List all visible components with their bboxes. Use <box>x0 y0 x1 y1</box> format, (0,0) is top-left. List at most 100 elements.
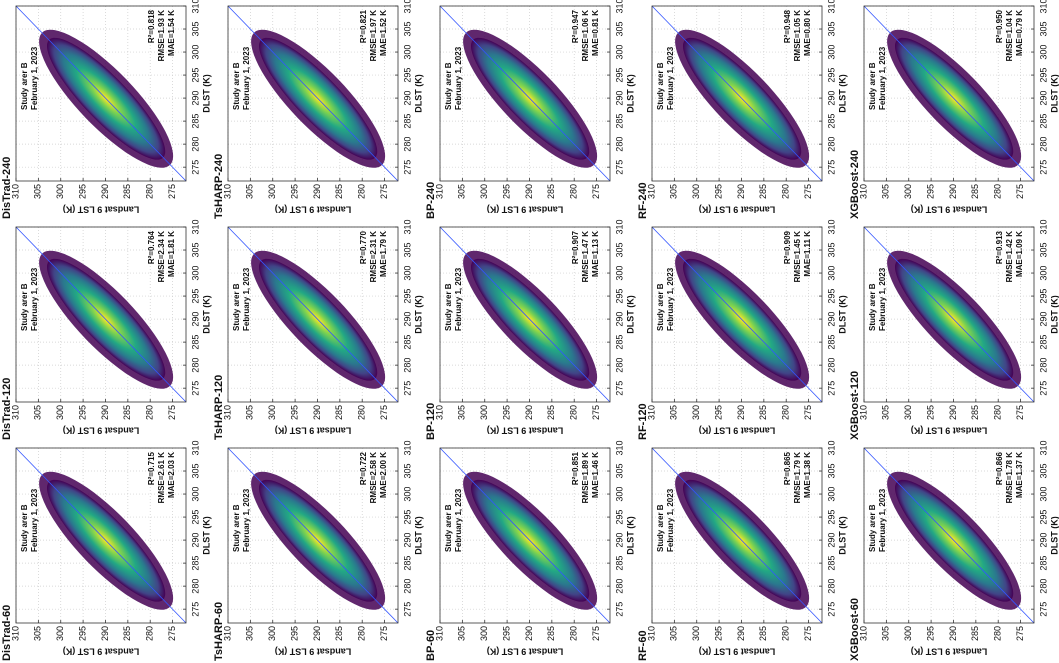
y-tick-label: 280 <box>357 626 367 641</box>
x-tick-label: 290 <box>1038 312 1048 327</box>
y-tick-label: 305 <box>245 184 255 199</box>
x-axis-label: DLST (K) <box>201 74 211 113</box>
x-tick-label: 285 <box>1038 114 1048 129</box>
x-tick-label: 285 <box>190 114 200 129</box>
stat-label: RMSE=1.79 K <box>793 452 802 504</box>
stat-label: R²=0.818 <box>147 9 156 43</box>
annotation: Study arer B <box>868 504 877 552</box>
y-tick-label: 305 <box>669 626 679 641</box>
y-tick-label: 310 <box>10 405 20 420</box>
x-tick-label: 275 <box>402 602 412 617</box>
annotation: February 1, 2023 <box>30 488 39 552</box>
stat-label: MAE=1.09 K <box>1015 231 1024 277</box>
y-tick-label: 305 <box>457 405 467 420</box>
y-tick-label: 300 <box>479 626 489 641</box>
stat-label: RMSE=1.04 K <box>1005 10 1014 62</box>
annotation: February 1, 2023 <box>242 267 251 331</box>
x-tick-label: 290 <box>190 312 200 327</box>
panel-title: BP-60 <box>425 630 437 661</box>
x-tick-label: 310 <box>402 0 412 14</box>
y-tick-label: 280 <box>993 405 1003 420</box>
panel-title: XGBoost-120 <box>849 371 861 440</box>
y-tick-label: 300 <box>267 626 277 641</box>
y-tick-label: 280 <box>781 626 791 641</box>
x-tick-label: 310 <box>190 219 200 234</box>
y-tick-label: 305 <box>881 184 891 199</box>
stat-label: MAE=1.13 K <box>591 231 600 277</box>
y-tick-label: 275 <box>803 626 813 641</box>
x-axis-label: DLST (K) <box>413 74 423 113</box>
y-tick-label: 290 <box>736 405 746 420</box>
y-tick-label: 295 <box>713 184 723 199</box>
one-to-one-line <box>439 5 611 182</box>
stat-label: MAE=2.03 K <box>167 452 176 498</box>
stat-label: RMSE=1.05 K <box>793 10 802 62</box>
stat-label: R²=0.913 <box>995 230 1004 264</box>
y-tick-label: 310 <box>858 405 868 420</box>
x-tick-label: 280 <box>614 358 624 373</box>
x-tick-label: 285 <box>1038 556 1048 571</box>
y-tick-label: 280 <box>781 405 791 420</box>
x-tick-label: 290 <box>614 533 624 548</box>
x-tick-label: 275 <box>190 602 200 617</box>
panel-title: RF-240 <box>637 182 649 219</box>
panel: RF-60 275 280 285 290 295 300 305 310 275 280 285 29… <box>637 440 847 661</box>
x-tick-label: 280 <box>826 579 836 594</box>
y-tick-label: 285 <box>970 184 980 199</box>
y-tick-label: 310 <box>646 405 656 420</box>
x-axis-label: DLST (K) <box>837 295 847 334</box>
annotation: Study arer B <box>444 504 453 552</box>
y-tick-label: 290 <box>948 405 958 420</box>
y-tick-label: 305 <box>669 184 679 199</box>
x-tick-label: 275 <box>190 381 200 396</box>
x-tick-label: 280 <box>826 137 836 152</box>
y-tick-label: 305 <box>33 184 43 199</box>
x-tick-label: 290 <box>614 312 624 327</box>
axes-frame <box>651 447 823 624</box>
x-tick-label: 300 <box>826 45 836 60</box>
y-tick-label: 285 <box>334 626 344 641</box>
one-to-one-line <box>15 226 187 403</box>
y-tick-label: 275 <box>591 626 601 641</box>
panel-title: BP-240 <box>425 182 437 219</box>
x-axis-label: DLST (K) <box>201 516 211 555</box>
y-tick-label: 305 <box>457 626 467 641</box>
y-tick-label: 300 <box>691 405 701 420</box>
y-axis-label: Landsat 9 LST (K) <box>63 647 140 657</box>
y-tick-label: 290 <box>948 184 958 199</box>
axes-frame <box>15 447 187 624</box>
x-tick-label: 290 <box>402 91 412 106</box>
y-tick-label: 290 <box>312 184 322 199</box>
y-tick-label: 310 <box>646 626 656 641</box>
panel: RF-120 275 280 285 290 295 300 305 310 275 280 285 2… <box>637 219 847 440</box>
x-tick-label: 290 <box>1038 91 1048 106</box>
stat-label: R²=0.851 <box>571 451 580 485</box>
stat-label: RMSE=1.42 K <box>1005 231 1014 283</box>
panel: DisTrad-240 275 280 285 290 295 300 305 310 275 28… <box>1 0 211 219</box>
x-tick-label: 300 <box>402 487 412 502</box>
x-tick-label: 300 <box>614 45 624 60</box>
x-tick-label: 295 <box>190 289 200 304</box>
y-tick-label: 280 <box>993 184 1003 199</box>
axes-frame <box>863 226 1035 403</box>
x-tick-label: 310 <box>614 0 624 14</box>
panel-title: DisTrad-60 <box>1 605 13 661</box>
axes-frame <box>227 5 399 182</box>
panel: BP-120 275 280 285 290 295 300 305 310 275 280 285 2… <box>425 219 635 440</box>
panel: XGBoost-60 275 280 285 290 295 300 305 310 275 280… <box>849 440 1059 661</box>
y-tick-label: 290 <box>100 184 110 199</box>
x-tick-label: 300 <box>614 266 624 281</box>
stat-label: R²=0.722 <box>359 451 368 485</box>
y-axis-label: Landsat 9 LST (K) <box>63 205 140 215</box>
stat-label: R²=0.821 <box>359 9 368 43</box>
panel: XGBoost-240 275 280 285 290 295 300 305 310 275 28… <box>849 0 1059 219</box>
y-tick-label: 280 <box>357 405 367 420</box>
y-tick-label: 280 <box>357 184 367 199</box>
y-tick-label: 285 <box>758 405 768 420</box>
stat-label: RMSE=2.31 K <box>369 231 378 283</box>
y-tick-label: 280 <box>993 626 1003 641</box>
y-tick-label: 295 <box>501 184 511 199</box>
x-tick-label: 295 <box>614 289 624 304</box>
y-axis-label: Landsat 9 LST (K) <box>911 426 988 436</box>
